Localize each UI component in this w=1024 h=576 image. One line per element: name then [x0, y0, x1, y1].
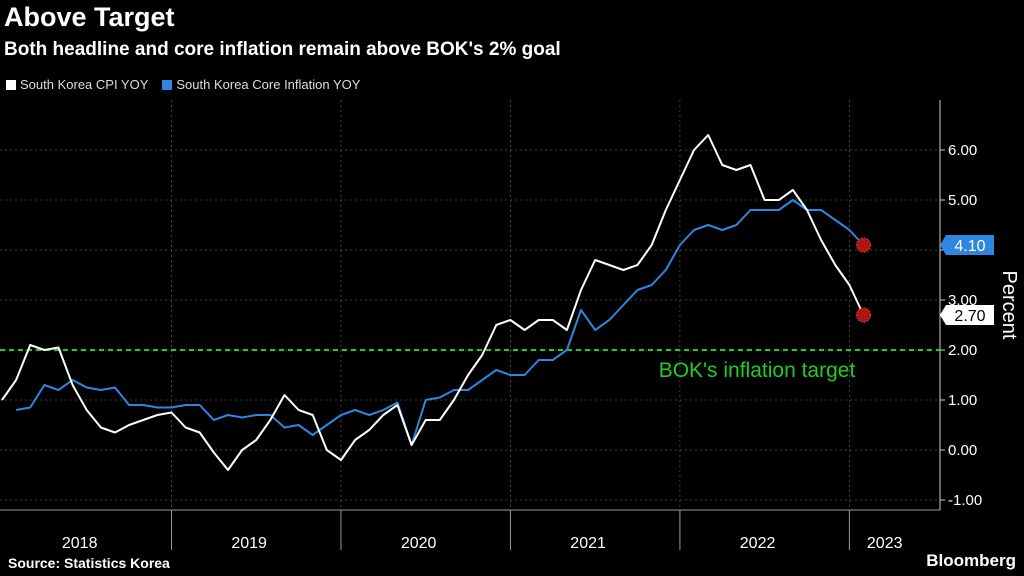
legend-item-cpi: South Korea CPI YOY [6, 77, 148, 92]
value-callout-core [940, 235, 994, 255]
source-note: Source: Statistics Korea [8, 555, 170, 571]
target-label: BOK's inflation target [659, 359, 856, 382]
end-marker-core [856, 237, 872, 253]
value-callout-label-core: 4.10 [954, 238, 985, 255]
y-tick-label: 5.00 [948, 192, 977, 209]
legend-item-core: South Korea Core Inflation YOY [162, 77, 360, 92]
bloomberg-logo: Bloomberg [926, 551, 1016, 570]
y-tick-label: 2.00 [948, 342, 977, 359]
y-tick-label: -1.00 [948, 492, 982, 509]
y-tick-label: 1.00 [948, 392, 977, 409]
series-line-cpi [1, 134, 865, 471]
chart-title: Above Target [4, 2, 175, 32]
chart-subtitle: Both headline and core inflation remain … [4, 39, 561, 60]
x-tick-label: 2020 [401, 535, 437, 552]
legend-label-core: South Korea Core Inflation YOY [176, 77, 361, 92]
value-callout-cpi [940, 305, 994, 325]
end-marker-cpi [856, 307, 872, 323]
chart-legend: South Korea CPI YOY South Korea Core Inf… [6, 77, 360, 92]
legend-swatch-cpi [6, 79, 16, 90]
x-tick-label: 2019 [231, 535, 267, 552]
value-callout-label-cpi: 2.70 [954, 308, 985, 325]
y-tick-label: 3.00 [948, 292, 977, 309]
series-line-core [15, 199, 865, 446]
y-tick-label: 6.00 [948, 142, 977, 159]
y-axis-label: Percent [998, 271, 1020, 340]
x-tick-label: 2023 [867, 535, 903, 552]
legend-swatch-core [162, 79, 173, 90]
x-tick-label: 2022 [740, 535, 776, 552]
x-tick-label: 2018 [62, 535, 98, 552]
y-tick-label: 0.00 [948, 442, 977, 459]
legend-label-cpi: South Korea CPI YOY [20, 77, 149, 92]
x-tick-label: 2021 [570, 535, 606, 552]
